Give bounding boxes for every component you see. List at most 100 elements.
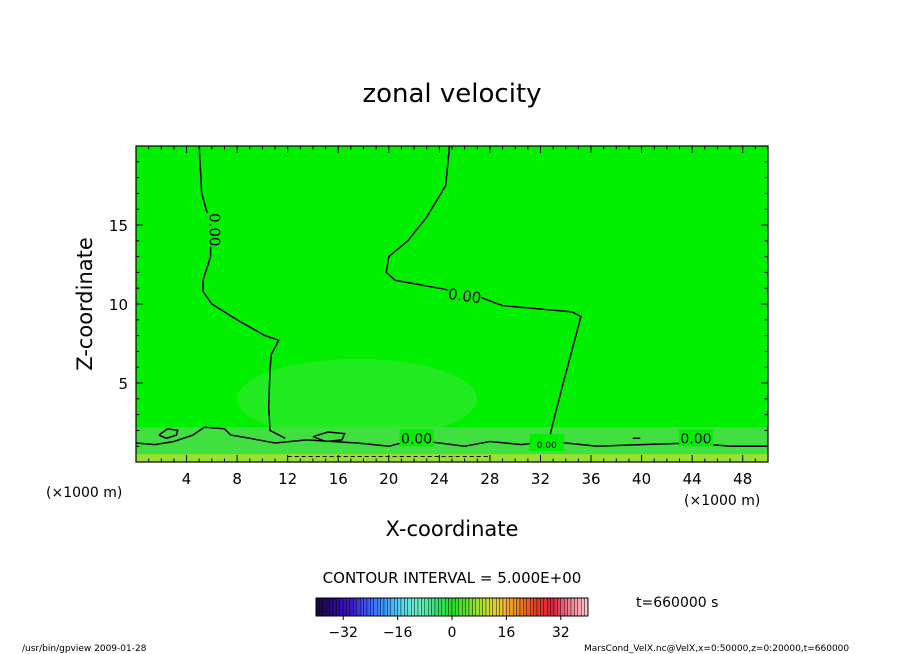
contour-line	[312, 431, 346, 443]
colorbar-cell	[445, 597, 449, 617]
colorbar-cell	[380, 597, 385, 617]
surface-band	[136, 454, 768, 462]
contour-label: 0.00	[537, 441, 557, 451]
time-label: t=660000 s	[636, 595, 718, 611]
colorbar-tick-label: 0	[448, 625, 457, 641]
colorbar-tick-label: 16	[497, 625, 515, 641]
colorbar-cell	[581, 597, 585, 617]
contour-label-bg	[678, 429, 713, 447]
y-tick-label: 10	[109, 296, 128, 314]
x-tick-label: 24	[430, 470, 449, 488]
chart-title: zonal velocity	[362, 79, 541, 109]
colorbar-cell	[455, 597, 459, 617]
colorbar-cell	[356, 597, 361, 617]
x-tick-label: 48	[733, 470, 752, 488]
colorbar-cell	[428, 597, 432, 617]
colorbar-cell	[509, 597, 514, 617]
colorbar-cell	[479, 597, 483, 617]
colorbar-cell	[383, 597, 388, 617]
colorbar-cell	[567, 597, 572, 617]
colorbar-cell	[502, 597, 507, 617]
contour-label-bg	[446, 284, 483, 307]
colorbar-cell	[353, 597, 357, 617]
x-tick-label: 36	[581, 470, 600, 488]
colorbar-cell	[519, 597, 524, 617]
colorbar-cell	[332, 597, 337, 617]
colorbar-cell	[431, 597, 436, 617]
colorbar-cell	[513, 597, 517, 617]
x-tick-label: 8	[232, 470, 242, 488]
contour-label-group: 0.00	[205, 212, 224, 247]
colorbar-cell	[570, 597, 575, 617]
contour-line	[135, 426, 768, 447]
colorbar-tick-label: −32	[328, 625, 358, 641]
colorbar-cell	[499, 597, 504, 617]
contour-label-group: 0.00	[678, 429, 713, 447]
colorbar-cell	[397, 597, 402, 617]
x-tick-label: 40	[632, 470, 651, 488]
plot-area	[136, 146, 768, 462]
colorbar-cell	[363, 597, 368, 617]
colorbar-cell	[465, 597, 470, 617]
y-tick-label: 5	[118, 375, 128, 393]
x-tick-label: 28	[480, 470, 499, 488]
colorbar-tick-label: 32	[552, 625, 570, 641]
colorbar-cell	[373, 597, 378, 617]
colorbar-cell	[390, 597, 395, 617]
contour-label: 0.00	[447, 285, 483, 307]
colorbar-cell	[577, 597, 582, 617]
colorbar-cell	[564, 597, 568, 617]
colorbar-cell	[526, 597, 531, 617]
colorbar-cell	[482, 597, 487, 617]
colorbar-cell	[451, 597, 456, 617]
colorbar-cell	[560, 597, 565, 617]
colorbar-cell	[407, 597, 412, 617]
x-tick-label: 4	[182, 470, 192, 488]
colorbar-cell	[458, 597, 463, 617]
colorbar-cell	[438, 597, 442, 617]
contour-label: 0.00	[205, 213, 223, 246]
colorbar-cell	[584, 597, 589, 617]
contour-label: 0.00	[401, 431, 432, 447]
x-axis-label: X-coordinate	[386, 517, 519, 541]
colorbar: −32 −16 0 16 32	[315, 597, 589, 641]
x-tick-label: 12	[278, 470, 297, 488]
colorbar-cell	[400, 597, 405, 617]
colorbar-cell	[319, 597, 323, 617]
contour-label-bg	[399, 429, 434, 447]
colorbar-cell	[346, 597, 351, 617]
colorbar-cell	[540, 597, 545, 617]
y-axis-label: Z-coordinate	[73, 237, 97, 371]
footer-left: /usr/bin/gpview 2009-01-28	[22, 644, 147, 654]
colorbar-cell	[530, 597, 534, 617]
x-tick-label: 20	[379, 470, 398, 488]
colorbar-cell	[315, 597, 320, 617]
colorbar-cell	[543, 597, 548, 617]
colorbar-cell	[414, 597, 419, 617]
colorbar-cell	[411, 597, 415, 617]
x-tick-label: 32	[531, 470, 550, 488]
colorbar-cell	[360, 597, 364, 617]
colorbar-cell	[547, 597, 551, 617]
colorbar-cell	[550, 597, 555, 617]
colorbar-cell	[421, 597, 425, 617]
colorbar-cell	[557, 597, 562, 617]
colorbar-cell	[489, 597, 493, 617]
contour-label: 0.00	[680, 431, 711, 447]
contour-label-bg	[529, 434, 564, 452]
colorbar-cell	[553, 597, 558, 617]
contour-interval-text: CONTOUR INTERVAL = 5.000E+00	[323, 569, 582, 587]
colorbar-cell	[536, 597, 541, 617]
colorbar-cell	[468, 597, 473, 617]
footer-right: MarsCond_VelX.nc@VelX,x=0:50000,z=0:2000…	[584, 644, 849, 654]
colorbar-cell	[448, 597, 453, 617]
colorbar-cell	[492, 597, 497, 617]
colorbar-cell	[394, 597, 398, 617]
colorbar-tick-label: −16	[383, 625, 413, 641]
colorbar-cell	[533, 597, 538, 617]
x-unit-right: (×1000 m)	[684, 493, 760, 509]
colorbar-cell	[574, 597, 579, 617]
colorbar-cell	[387, 597, 391, 617]
